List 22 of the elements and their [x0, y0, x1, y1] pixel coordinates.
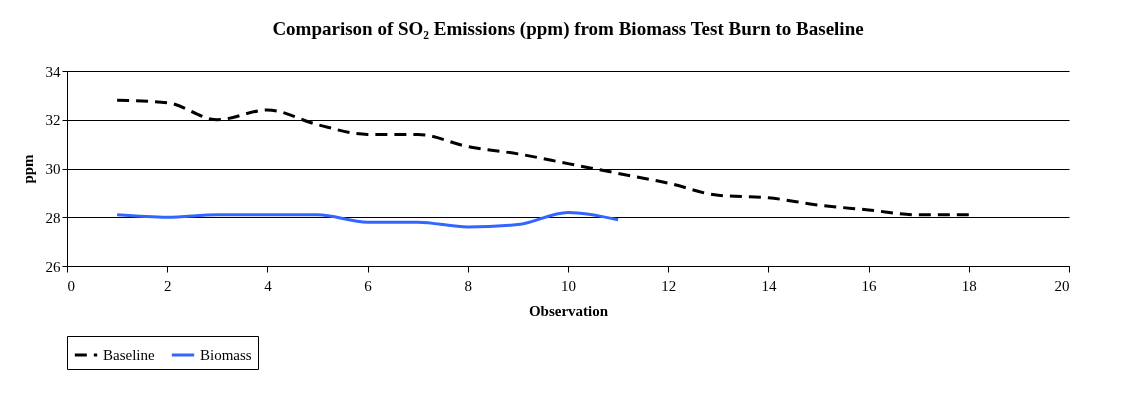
- x-tick-label: 6: [364, 277, 373, 294]
- chart-title: Comparison of SO₂ Emissions (ppm) from Biomass Test Burn to Baseline: [272, 18, 864, 40]
- x-axis-title: Observation: [528, 302, 609, 319]
- line-series: [115, 210, 620, 229]
- x-tick-label: 12: [661, 277, 677, 294]
- x-tick-label: 16: [861, 277, 878, 294]
- x-tick-label: 8: [464, 277, 473, 294]
- x-tick-label: 2: [163, 277, 172, 294]
- x-tick-label: 14: [761, 277, 777, 294]
- y-tick-label: 32: [45, 112, 61, 129]
- y-tick-label: 34: [45, 63, 61, 80]
- legend-label: Baseline: [103, 347, 155, 363]
- y-tick-label: 28: [45, 209, 61, 226]
- y-axis-title: ppm: [19, 153, 36, 184]
- x-tick-label: 20: [1054, 277, 1070, 294]
- x-tick-label: 4: [264, 277, 273, 294]
- x-tick-label: 10: [561, 277, 576, 294]
- x-tick-label: 18: [961, 277, 977, 294]
- legend-label: Biomass: [200, 347, 252, 363]
- y-tick-label: 26: [45, 258, 61, 275]
- x-tick-label: 0: [67, 277, 75, 294]
- y-tick-label: 30: [45, 161, 61, 177]
